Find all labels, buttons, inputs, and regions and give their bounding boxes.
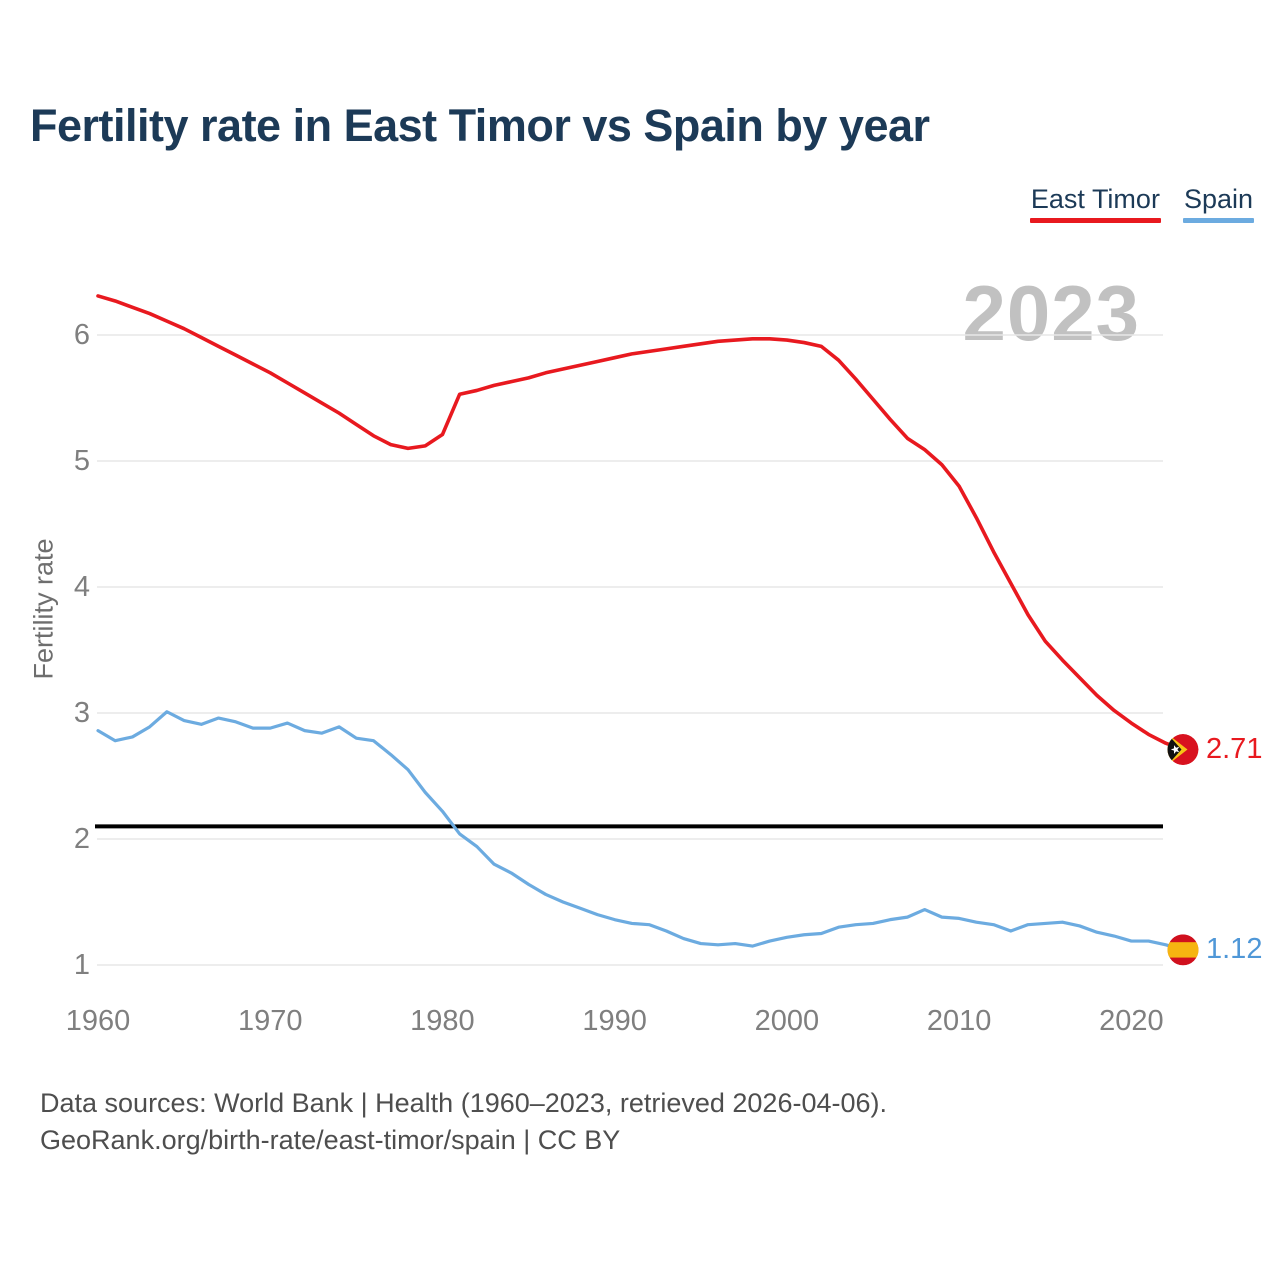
x-tick-label: 2000 [754, 1005, 820, 1037]
x-tick-label: 1990 [582, 1005, 647, 1037]
x-tick-label: 2020 [1099, 1005, 1164, 1037]
legend-label-spain: Spain [1183, 184, 1253, 214]
legend-underline-spain [1182, 218, 1254, 223]
y-tick-label: 6 [73, 319, 90, 351]
legend-label-east-timor: East Timor [1030, 184, 1160, 214]
y-tick-label: 4 [73, 571, 90, 603]
legend-item-spain[interactable]: Spain [1182, 184, 1254, 223]
x-tick-label: 2010 [926, 1005, 992, 1037]
footer-sources: Data sources: World Bank | Health (1960–… [40, 1088, 887, 1118]
y-tick-label: 1 [73, 949, 90, 981]
footer-attribution: GeoRank.org/birth-rate/east-timor/spain … [40, 1125, 621, 1155]
end-value-east-timor: 2.71 [1206, 732, 1263, 765]
end-value-spain: 1.12 [1206, 932, 1263, 965]
legend-item-east-timor[interactable]: East Timor [1029, 184, 1161, 223]
legend-underline-east-timor [1029, 218, 1161, 223]
x-tick-label: 1980 [410, 1005, 475, 1037]
y-tick-label: 3 [73, 697, 90, 729]
y-tick-label: 5 [73, 445, 90, 477]
y-tick-label: 2 [73, 823, 90, 855]
page-title: Fertility rate in East Timor vs Spain by… [30, 100, 930, 151]
x-tick-label: 1960 [65, 1005, 131, 1037]
chart-legend: East Timor Spain [1029, 184, 1254, 223]
footer: Data sources: World Bank | Health (1960–… [40, 1085, 887, 1159]
x-tick-label: 1970 [237, 1005, 303, 1037]
